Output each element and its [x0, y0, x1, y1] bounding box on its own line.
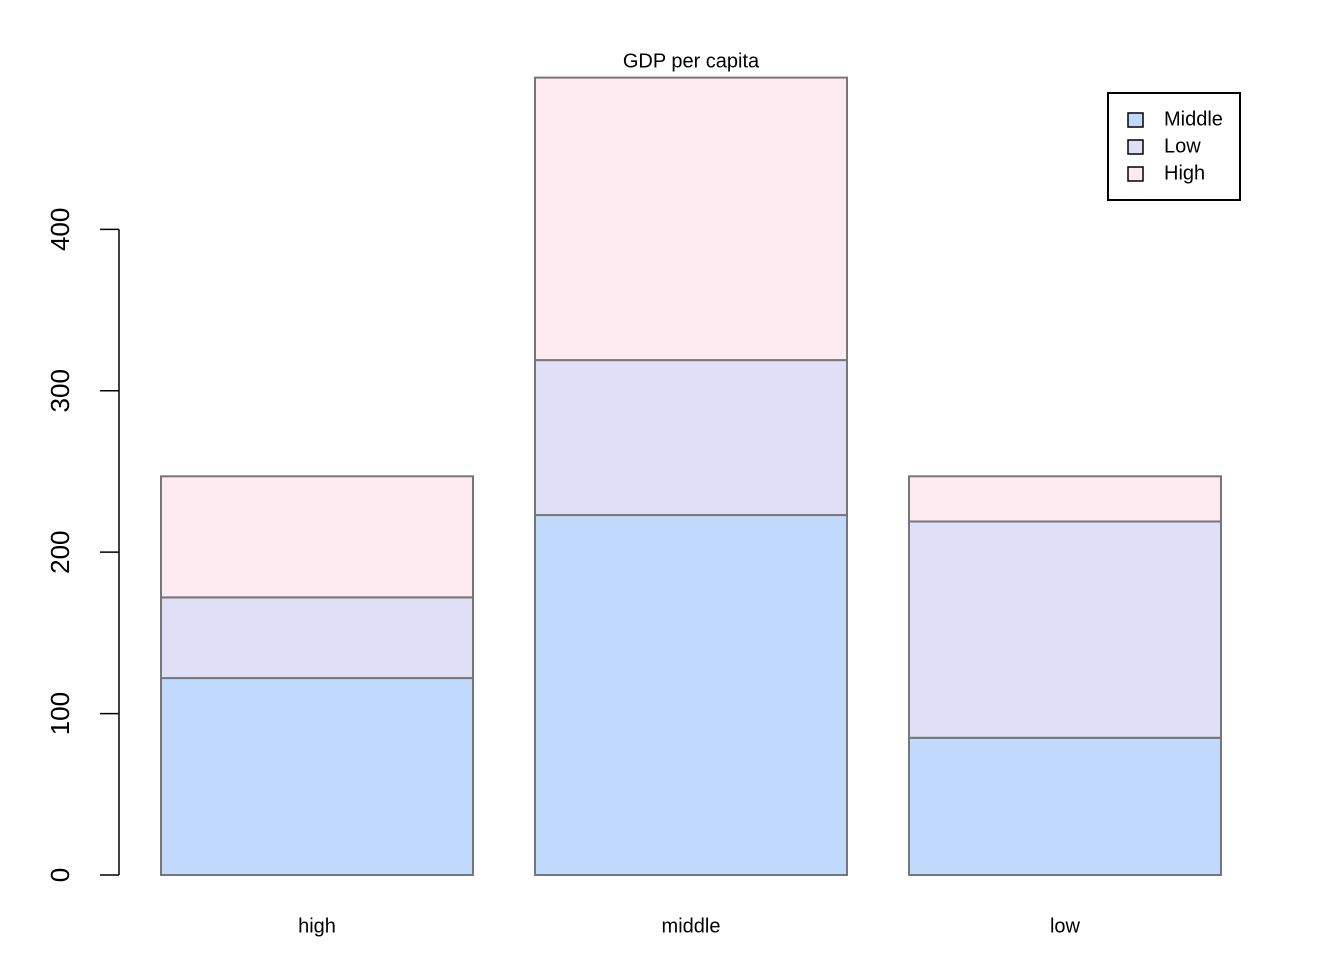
- x-tick-label: middle: [662, 915, 721, 937]
- y-tick-label: 400: [45, 208, 75, 251]
- bar: [534, 76, 848, 362]
- x-tick-label: high: [298, 915, 336, 937]
- legend-swatch: [1127, 139, 1144, 155]
- bar: [160, 677, 474, 877]
- legend-label: Low: [1164, 135, 1201, 157]
- y-tick-label: 200: [45, 530, 75, 573]
- bar: [534, 359, 848, 517]
- bar: [908, 736, 1222, 876]
- legend-swatch: [1127, 112, 1144, 128]
- legend-label: High: [1164, 162, 1205, 184]
- bar: [160, 475, 474, 599]
- bar: [908, 475, 1222, 523]
- bar: [160, 596, 474, 680]
- legend-label: Middle: [1164, 108, 1223, 130]
- x-tick-label: low: [1050, 915, 1081, 937]
- chart-title: GDP per capita: [623, 50, 760, 72]
- legend-swatch: [1127, 166, 1144, 182]
- y-tick-label: 0: [45, 868, 75, 882]
- y-tick-label: 300: [45, 369, 75, 412]
- bar: [908, 520, 1222, 739]
- bar: [534, 514, 848, 876]
- y-tick-label: 100: [45, 692, 75, 735]
